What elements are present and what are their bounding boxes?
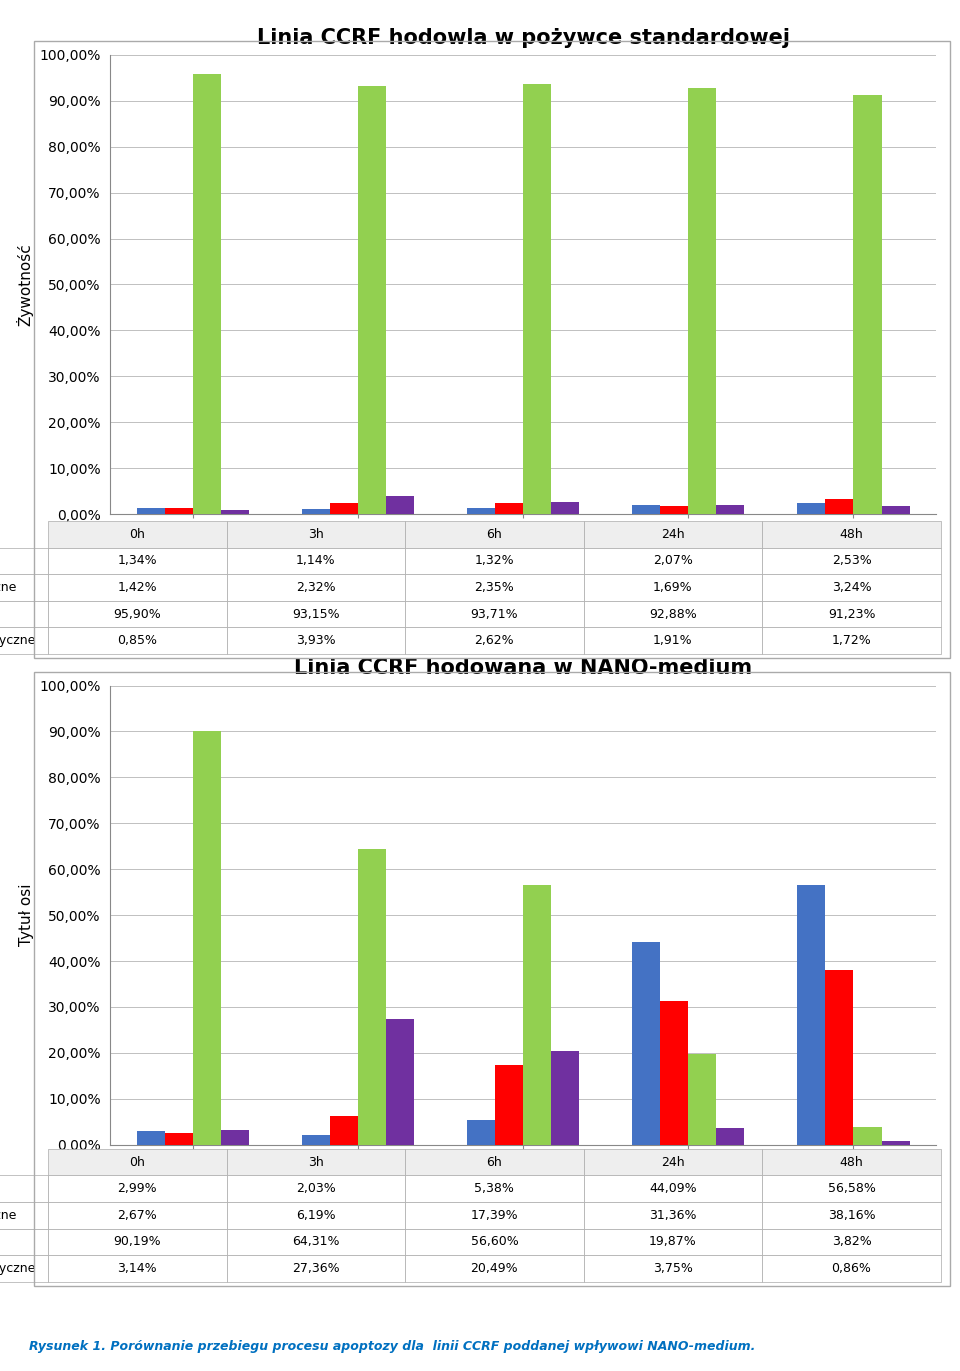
Bar <box>826 499 853 514</box>
Bar <box>137 509 165 514</box>
Bar <box>633 505 660 514</box>
Bar <box>193 731 221 1145</box>
Bar <box>193 74 221 514</box>
Bar <box>853 95 881 514</box>
Bar <box>826 969 853 1145</box>
Bar <box>716 506 744 514</box>
Bar <box>358 86 386 514</box>
Bar <box>523 84 551 514</box>
Bar <box>523 884 551 1145</box>
Bar <box>798 503 826 514</box>
Bar <box>551 502 579 514</box>
Bar <box>468 509 495 514</box>
Y-axis label: Żywotność: Żywotność <box>16 243 34 326</box>
Title: Linia CCRF hodowana w NANO-medium: Linia CCRF hodowana w NANO-medium <box>294 658 753 679</box>
Bar <box>688 1053 716 1145</box>
Y-axis label: Tytuł osi: Tytuł osi <box>19 884 34 946</box>
Bar <box>660 506 688 514</box>
Bar <box>853 1127 881 1145</box>
Bar <box>881 1141 909 1145</box>
Bar <box>660 1001 688 1145</box>
Title: Linia CCRF hodowla w pożywce standardowej: Linia CCRF hodowla w pożywce standardowe… <box>256 27 790 48</box>
Bar <box>386 1019 414 1145</box>
Bar <box>881 506 909 514</box>
Bar <box>302 509 330 514</box>
Bar <box>302 1135 330 1145</box>
Text: Rysunek 1. Porównanie przebiegu procesu apoptozy dla  linii CCRF poddanej wpływo: Rysunek 1. Porównanie przebiegu procesu … <box>29 1341 756 1353</box>
Bar <box>137 1131 165 1145</box>
Bar <box>165 507 193 514</box>
Bar <box>358 850 386 1145</box>
Bar <box>468 1120 495 1145</box>
Bar <box>495 1065 523 1145</box>
Bar <box>221 1130 249 1145</box>
Bar <box>551 1050 579 1145</box>
Bar <box>221 510 249 514</box>
Bar <box>330 503 358 514</box>
Bar <box>165 1132 193 1145</box>
Bar <box>633 942 660 1145</box>
Bar <box>330 1116 358 1145</box>
Bar <box>495 503 523 514</box>
Bar <box>688 88 716 514</box>
Bar <box>386 496 414 514</box>
Bar <box>716 1127 744 1145</box>
Bar <box>798 884 826 1145</box>
